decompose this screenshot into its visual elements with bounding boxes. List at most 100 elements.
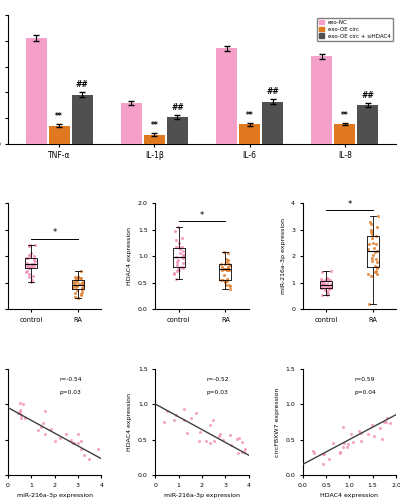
Point: [222, 265, 229, 273]
Point: [78, 267, 84, 275]
Text: **: **: [55, 112, 63, 121]
Point: [218, 276, 224, 284]
Point: [365, 270, 372, 278]
Point: [174, 256, 181, 264]
Point: [371, 244, 377, 252]
Point: [227, 431, 234, 439]
Point: [234, 449, 241, 457]
X-axis label: HDAC4 expression: HDAC4 expression: [320, 493, 378, 498]
Point: [207, 421, 214, 429]
Y-axis label: HDAC4 expression: HDAC4 expression: [127, 227, 132, 285]
Point: [42, 407, 48, 415]
Point: [223, 266, 229, 274]
Point: [319, 278, 325, 285]
Point: [319, 280, 325, 288]
Point: [219, 266, 225, 274]
Point: [78, 444, 84, 452]
Point: [72, 292, 78, 300]
Point: [164, 408, 170, 416]
Point: [72, 289, 78, 297]
Point: [80, 282, 86, 290]
Y-axis label: miR-216a-3p expression: miR-216a-3p expression: [280, 218, 286, 294]
Point: [340, 424, 347, 432]
Point: [32, 257, 39, 265]
Point: [74, 430, 81, 438]
Point: [226, 280, 232, 288]
Point: [177, 248, 183, 256]
Point: [70, 439, 76, 447]
Point: [78, 274, 84, 282]
Point: [225, 264, 232, 272]
Point: [22, 414, 28, 422]
Point: [373, 232, 379, 240]
Text: *: *: [347, 200, 352, 208]
Point: [226, 260, 232, 268]
Point: [220, 248, 227, 256]
Point: [73, 286, 80, 294]
Point: [224, 264, 231, 272]
Point: [327, 268, 334, 276]
Point: [78, 290, 84, 298]
Bar: [49, 126, 70, 144]
Point: [184, 429, 190, 437]
Point: [322, 283, 329, 291]
Point: [386, 418, 393, 426]
Point: [369, 234, 375, 242]
Point: [321, 281, 327, 289]
Point: [221, 270, 227, 278]
Point: [318, 276, 324, 283]
Point: [370, 251, 376, 259]
Point: [217, 430, 224, 438]
Text: r=-0.52: r=-0.52: [207, 378, 229, 382]
Point: [179, 234, 186, 242]
Point: [320, 284, 326, 292]
Point: [326, 284, 333, 292]
Point: [356, 426, 362, 434]
Point: [218, 260, 224, 268]
Point: [26, 250, 32, 258]
Bar: [167, 117, 188, 144]
Point: [340, 443, 346, 451]
Point: [320, 450, 326, 458]
Point: [176, 266, 182, 274]
Point: [374, 212, 381, 220]
Point: [173, 236, 180, 244]
Point: [344, 443, 350, 451]
Point: [31, 262, 37, 270]
Point: [373, 268, 379, 276]
Point: [57, 434, 63, 442]
Point: [368, 228, 374, 236]
Bar: [311, 56, 332, 144]
Point: [176, 244, 182, 252]
Point: [78, 285, 85, 293]
Point: [32, 241, 38, 249]
X-axis label: miR-216a-3p expression: miR-216a-3p expression: [17, 493, 93, 498]
Point: [322, 276, 328, 284]
Point: [27, 264, 34, 272]
Text: p=0.04: p=0.04: [354, 390, 376, 395]
Point: [31, 255, 37, 263]
Point: [324, 290, 330, 298]
Point: [371, 432, 377, 440]
Point: [372, 255, 379, 263]
Point: [328, 284, 334, 292]
Point: [326, 284, 332, 292]
Bar: [262, 102, 283, 144]
Point: [180, 252, 187, 260]
Point: [73, 275, 79, 283]
Point: [78, 290, 84, 298]
Point: [227, 282, 234, 290]
Point: [311, 449, 318, 457]
Point: [75, 294, 82, 302]
Point: [326, 454, 332, 462]
Point: [324, 287, 330, 295]
Point: [369, 420, 375, 428]
Point: [179, 242, 186, 250]
Point: [368, 254, 375, 262]
Point: [173, 411, 180, 419]
Point: [174, 266, 180, 274]
Point: [17, 408, 23, 416]
Bar: [358, 105, 378, 144]
Point: [180, 264, 186, 272]
Point: [225, 248, 232, 256]
